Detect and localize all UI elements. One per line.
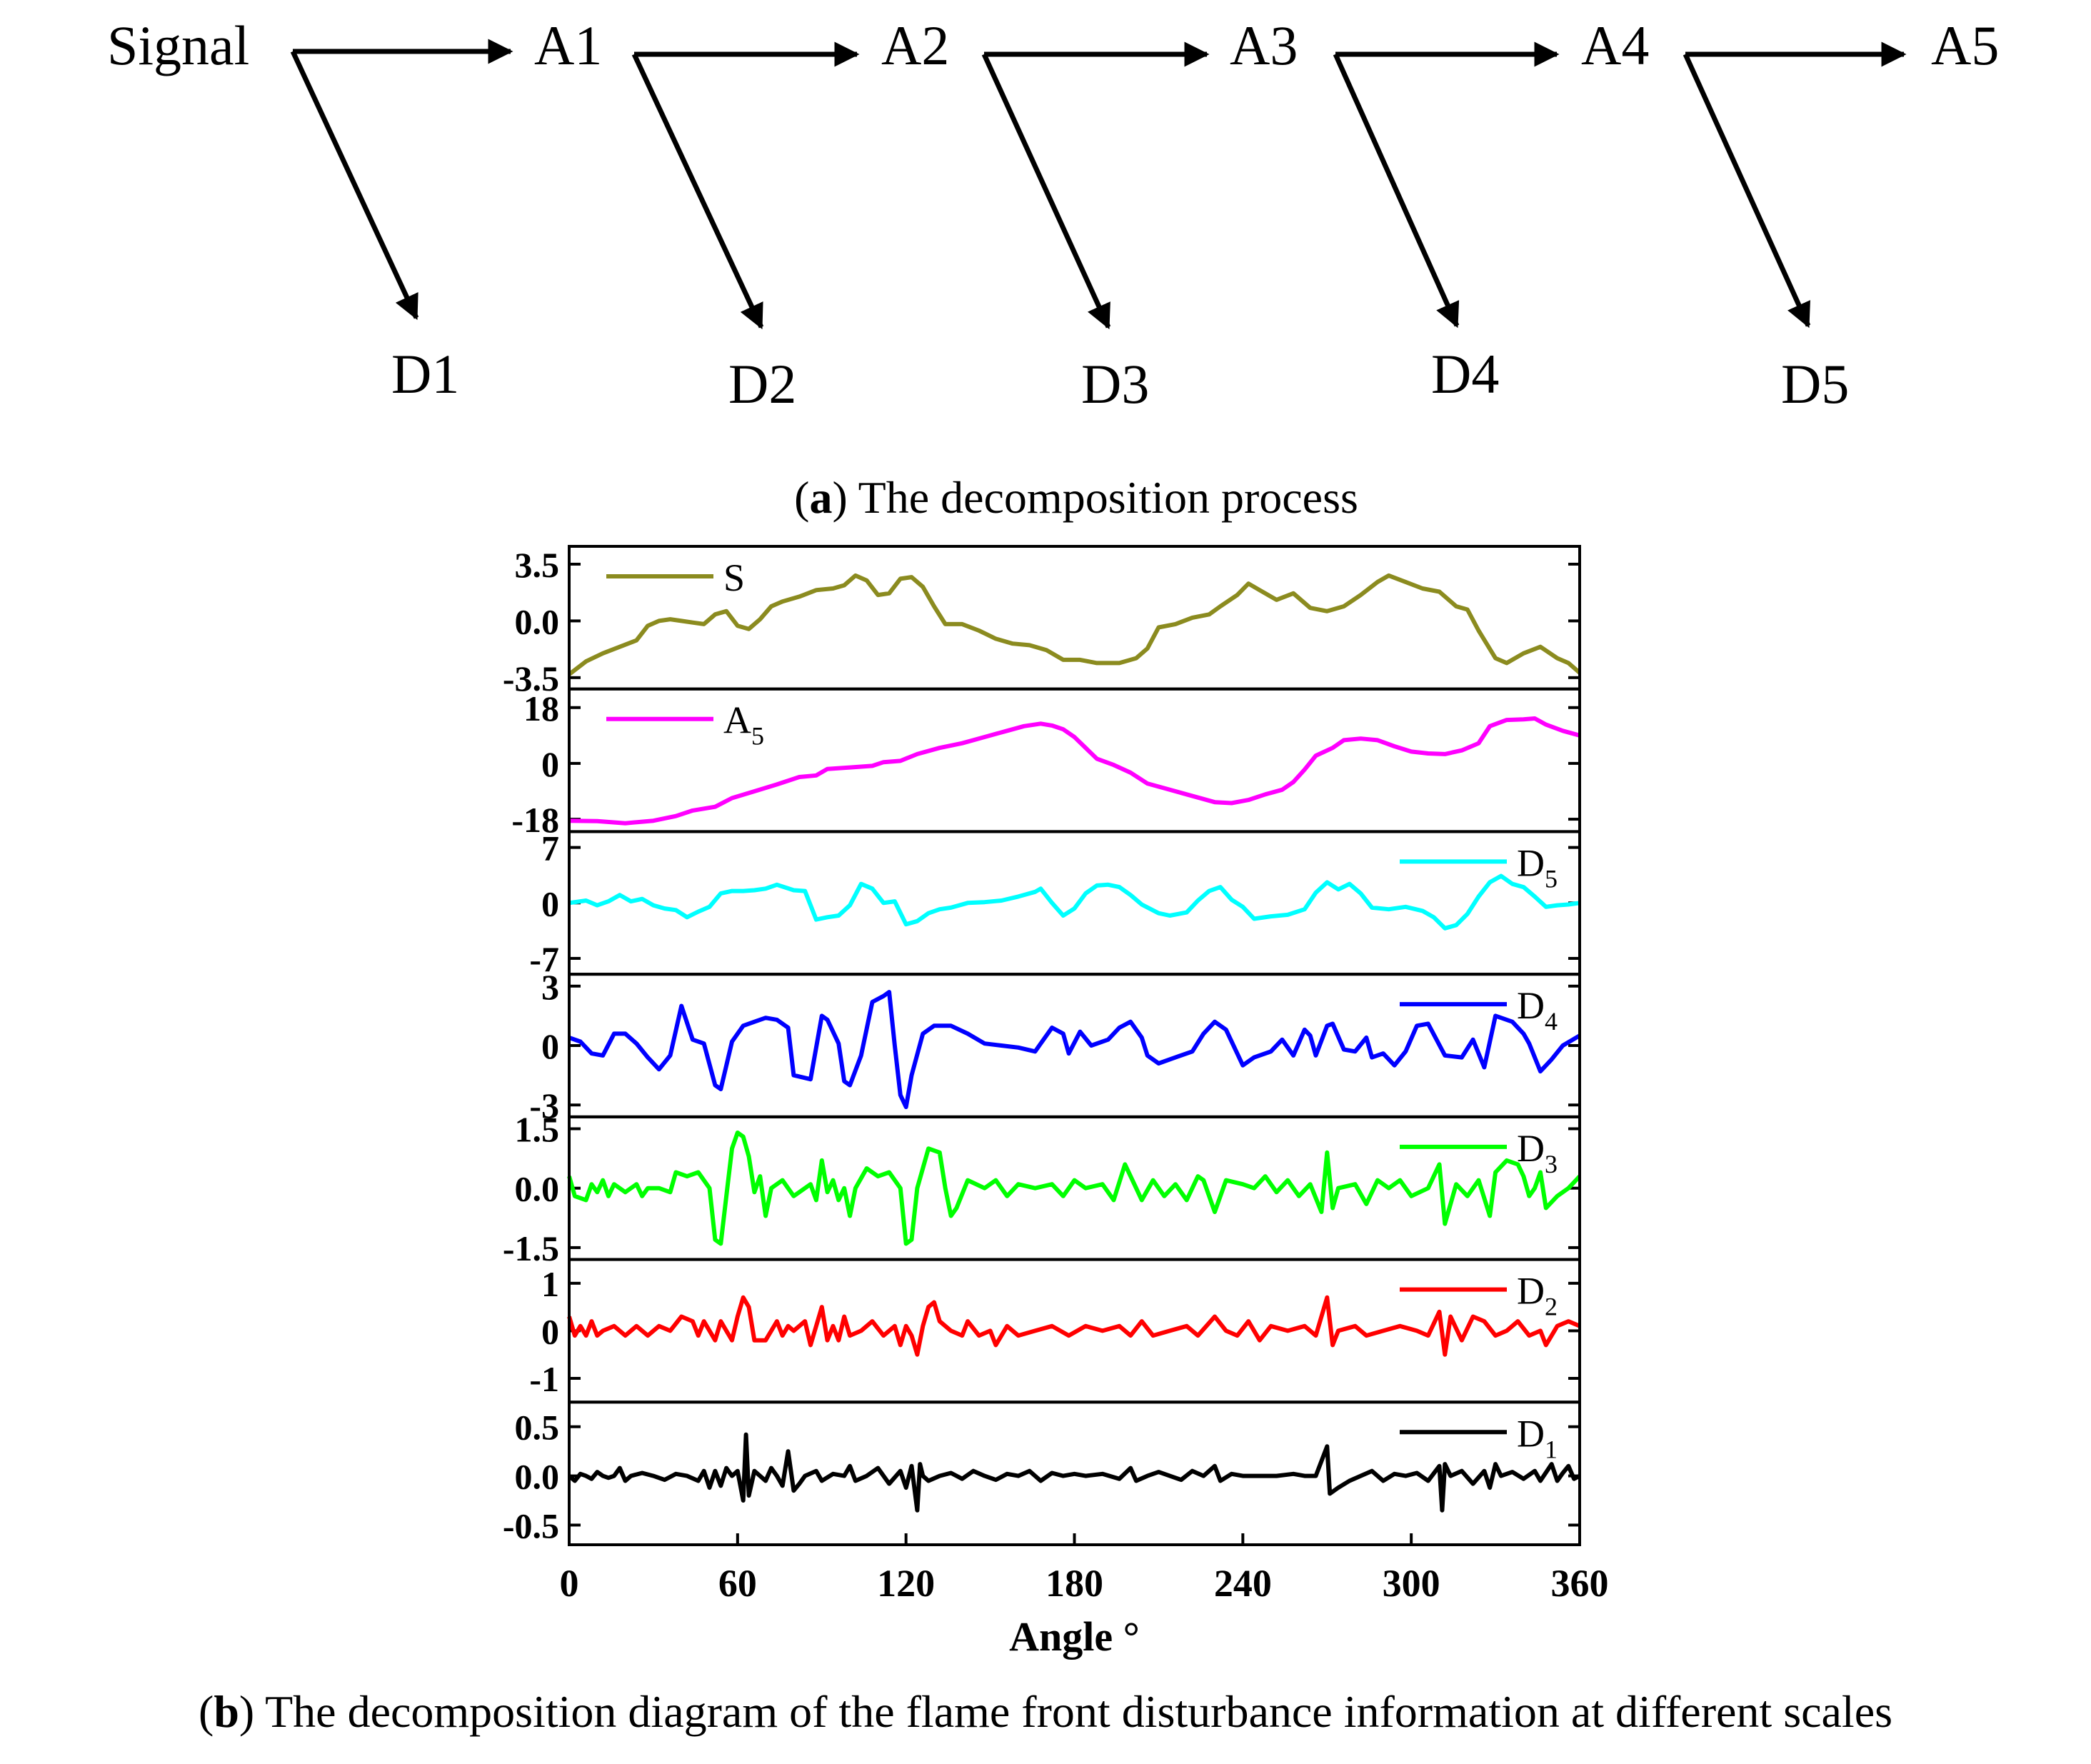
y-tick-label-d3: -1.5 <box>503 1228 559 1268</box>
y-tick-label-a5: 0 <box>541 744 559 784</box>
panel-d1: 0.5 0.0 -0.5 D1 <box>503 1400 1581 1547</box>
y-tick-label-d1: 0.0 <box>515 1457 560 1497</box>
arrow-a3-d4 <box>1333 53 1460 329</box>
panel-d3: 1.5 0.0 -1.5 D3 <box>503 1110 1582 1268</box>
series-line-d2 <box>567 1295 1581 1357</box>
y-tick-label-d3: 0.0 <box>515 1169 560 1209</box>
y-tick-label-d5: -7 <box>529 939 559 979</box>
caption-a-letter: a <box>809 472 832 523</box>
caption-a: (a) The decomposition process <box>794 472 1358 523</box>
panel-frame-d5 <box>568 830 1581 976</box>
series-line-d3 <box>567 1131 1582 1246</box>
caption-b-text: The decomposition diagram of the flame f… <box>265 1686 1892 1737</box>
panel-a5: 18 0 -18 A5 <box>511 687 1581 840</box>
y-tick-label-d5: 0 <box>541 883 559 923</box>
panel-d5: 7 0 -7 D5 <box>529 828 1581 979</box>
caption-b: (b) The decomposition diagram of the fla… <box>199 1686 1892 1737</box>
x-axis-label: Angle ° <box>1009 1613 1140 1660</box>
y-tick-label-d4: -3 <box>529 1086 559 1126</box>
caption-a-text: The decomposition process <box>858 472 1358 523</box>
y-tick-label-d2: 0 <box>541 1311 559 1351</box>
arrow-a2-d3 <box>981 53 1111 330</box>
signal-node: Signal <box>107 14 249 76</box>
y-tick-label-a5: -18 <box>511 800 559 840</box>
x-tick-label: 60 <box>718 1562 757 1605</box>
legend-label-d1: D1 <box>1517 1412 1558 1463</box>
x-axis: 0 60 120 180 240 300 360 Angle ° <box>560 1533 1609 1660</box>
y-tick-label-d1: 0.5 <box>515 1408 560 1448</box>
legend-label-d3: D3 <box>1517 1127 1558 1178</box>
a5-node: A5 <box>1931 14 1999 76</box>
caption-b-letter: b <box>214 1686 239 1737</box>
panel-frame-a5 <box>568 687 1581 833</box>
panel-d2: 1 0 -1 D2 <box>529 1258 1581 1404</box>
y-tick-label-s: 3.5 <box>515 545 560 585</box>
series-line-s <box>568 573 1581 676</box>
series-line-d1 <box>568 1432 1581 1513</box>
series-line-d4 <box>568 990 1581 1109</box>
x-tick-label: 180 <box>1046 1562 1103 1605</box>
d5-node: D5 <box>1781 353 1849 415</box>
panel-d4: 3 0 -3 D4 <box>529 967 1581 1126</box>
series-line-d5 <box>568 873 1580 931</box>
x-tick-label: 120 <box>877 1562 935 1605</box>
y-tick-label-d1: -0.5 <box>503 1505 559 1545</box>
x-tick-label: 240 <box>1214 1562 1272 1605</box>
y-tick-label-d4: 0 <box>541 1026 559 1066</box>
y-tick-label-d2: -1 <box>529 1359 559 1399</box>
d4-node: D4 <box>1431 343 1499 405</box>
legend-label-d2: D2 <box>1517 1270 1558 1321</box>
decomposition-chart: 3.50.0-3.5S180-18A570-7D530-3D41.50.0-1.… <box>503 545 1609 1660</box>
panel-frame-s <box>568 545 1581 691</box>
decomposition-diagram: Signal A1 A2 A3 A4 A5 D1 D2 D3 D4 D5 (a)… <box>107 14 1999 523</box>
arrow-a4-d5 <box>1683 53 1811 329</box>
a2-node: A2 <box>881 14 949 76</box>
arrow-a1-d2 <box>631 53 764 330</box>
x-tick-label: 300 <box>1383 1562 1440 1605</box>
y-tick-label-s: -3.5 <box>503 658 559 698</box>
d3-node: D3 <box>1081 353 1149 415</box>
a3-node: A3 <box>1230 14 1298 76</box>
series-line-a5 <box>568 716 1580 826</box>
legend-label-s: S <box>723 556 745 599</box>
d1-node: D1 <box>391 343 459 405</box>
y-tick-label-d4: 3 <box>541 967 559 1007</box>
legend-label-d4: D4 <box>1517 984 1558 1036</box>
panel-s: 3.5 0.0 -3.5 S <box>503 545 1581 698</box>
d2-node: D2 <box>728 353 796 415</box>
x-tick-label: 0 <box>560 1562 579 1605</box>
legend-label-d5: D5 <box>1517 841 1558 893</box>
y-tick-label-d2: 1 <box>541 1264 559 1304</box>
x-tick-label: 360 <box>1551 1562 1609 1605</box>
legend-label-a5: A5 <box>723 699 764 751</box>
y-tick-label-s: 0.0 <box>515 601 560 641</box>
a4-node: A4 <box>1581 14 1649 76</box>
arrow-signal-d1 <box>290 50 419 321</box>
y-tick-label-a5: 18 <box>523 688 559 728</box>
a1-node: A1 <box>534 14 602 76</box>
y-tick-label-d5: 7 <box>541 828 559 868</box>
y-tick-label-d3: 1.5 <box>515 1110 560 1150</box>
